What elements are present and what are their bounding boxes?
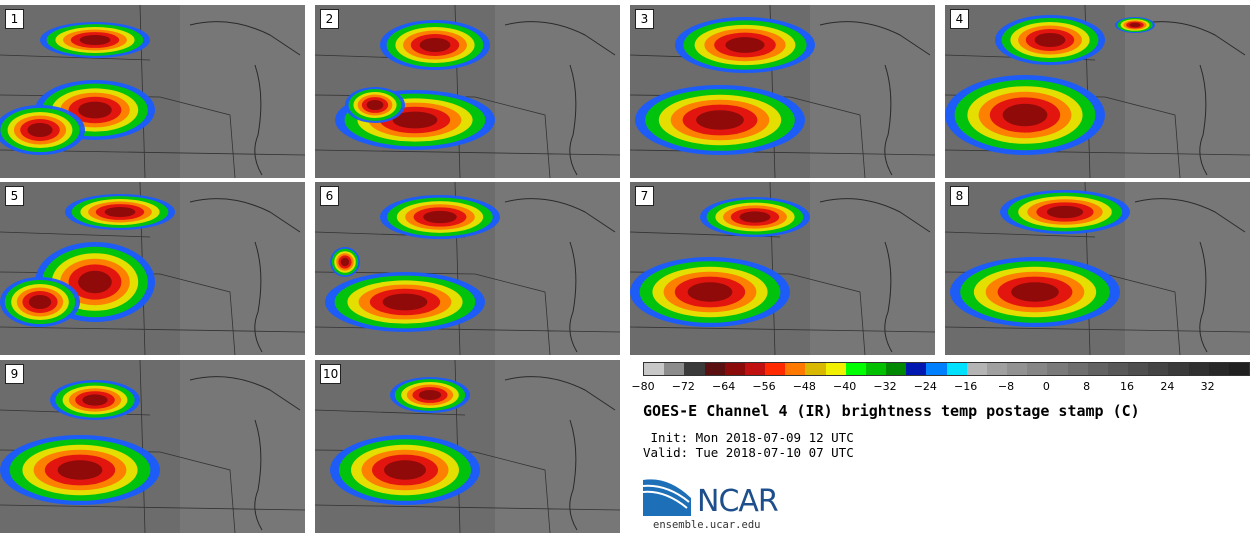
panel-4: 4 [945,5,1250,178]
colorbar-swatch [906,363,927,375]
panel-label: 10 [320,364,342,384]
colorbar-swatch [765,363,786,375]
colorbar-tick-label: −72 [671,380,695,393]
panel-5: 5 [0,182,305,355]
panel-3: 3 [630,5,935,178]
panel-label: 3 [635,9,654,29]
colorbar-tick-label: −48 [792,380,816,393]
colorbar-swatch [785,363,806,375]
colorbar-tick-label: −24 [913,380,937,393]
colorbar-swatch [1027,363,1048,375]
panel-label: 6 [320,186,339,206]
colorbar-tick-label: −32 [873,380,897,393]
colorbar-swatch [1128,363,1149,375]
colorbar-swatch [865,363,887,375]
colorbar-swatch [724,363,745,375]
colorbar-tick-label: −64 [712,380,736,393]
panel-label: 4 [950,9,969,29]
colorbar-tick-label: 32 [1200,380,1215,393]
website-url: ensemble.ucar.edu [653,519,761,531]
colorbar-swatch [805,363,826,375]
colorbar-swatch [664,363,685,375]
colorbar-swatch [886,363,907,375]
colorbar-swatch [825,363,846,375]
colorbar-tick-label: 24 [1160,380,1175,393]
colorbar-swatch [1228,363,1250,375]
colorbar-tick-label: −8 [997,380,1015,393]
colorbar-swatch [966,363,987,375]
panel-10: 10 [315,360,620,533]
panel-label: 7 [635,186,654,206]
colorbar-tick-label: −56 [752,380,776,393]
figure-title: GOES-E Channel 4 (IR) brightness temp po… [643,402,1140,420]
colorbar [643,362,1250,376]
panel-label: 8 [950,186,969,206]
colorbar-tick-label: 0 [1042,380,1050,393]
panel-label: 5 [5,186,24,206]
colorbar-tick-label: 16 [1120,380,1134,393]
panel-9: 9 [0,360,305,533]
colorbar-swatch [1208,363,1229,375]
colorbar-swatch [684,363,705,375]
panel-2: 2 [315,5,620,178]
colorbar-tick-label: −16 [954,380,978,393]
panel-label: 2 [320,9,339,29]
colorbar-swatch [1047,363,1068,375]
colorbar-swatch [744,363,766,375]
colorbar-swatch [845,363,866,375]
colorbar-swatch [926,363,947,375]
panel-label: 1 [5,9,24,29]
colorbar-swatch [986,363,1008,375]
colorbar-swatch [1168,363,1189,375]
colorbar-swatch [1107,363,1129,375]
init-time: Init: Mon 2018-07-09 12 UTC [643,430,854,445]
valid-time: Valid: Tue 2018-07-10 07 UTC [643,445,854,460]
ncar-logo-text: NCAR [697,484,779,519]
colorbar-swatch [1087,363,1108,375]
colorbar-swatch [704,363,725,375]
panel-1: 1 [0,5,305,178]
colorbar-tick-label: 8 [1083,380,1091,393]
panel-7: 7 [630,182,935,355]
colorbar-tick-label: −80 [631,380,655,393]
colorbar-tick-label: −40 [833,380,857,393]
panel-8: 8 [945,182,1250,355]
panel-6: 6 [315,182,620,355]
colorbar-swatch [1067,363,1088,375]
colorbar-swatch [1188,363,1209,375]
colorbar-swatch [1148,363,1169,375]
colorbar-swatch [946,363,967,375]
colorbar-swatch [1007,363,1028,375]
colorbar-swatch [644,363,665,375]
ncar-logo-icon [643,479,691,516]
panel-label: 9 [5,364,24,384]
